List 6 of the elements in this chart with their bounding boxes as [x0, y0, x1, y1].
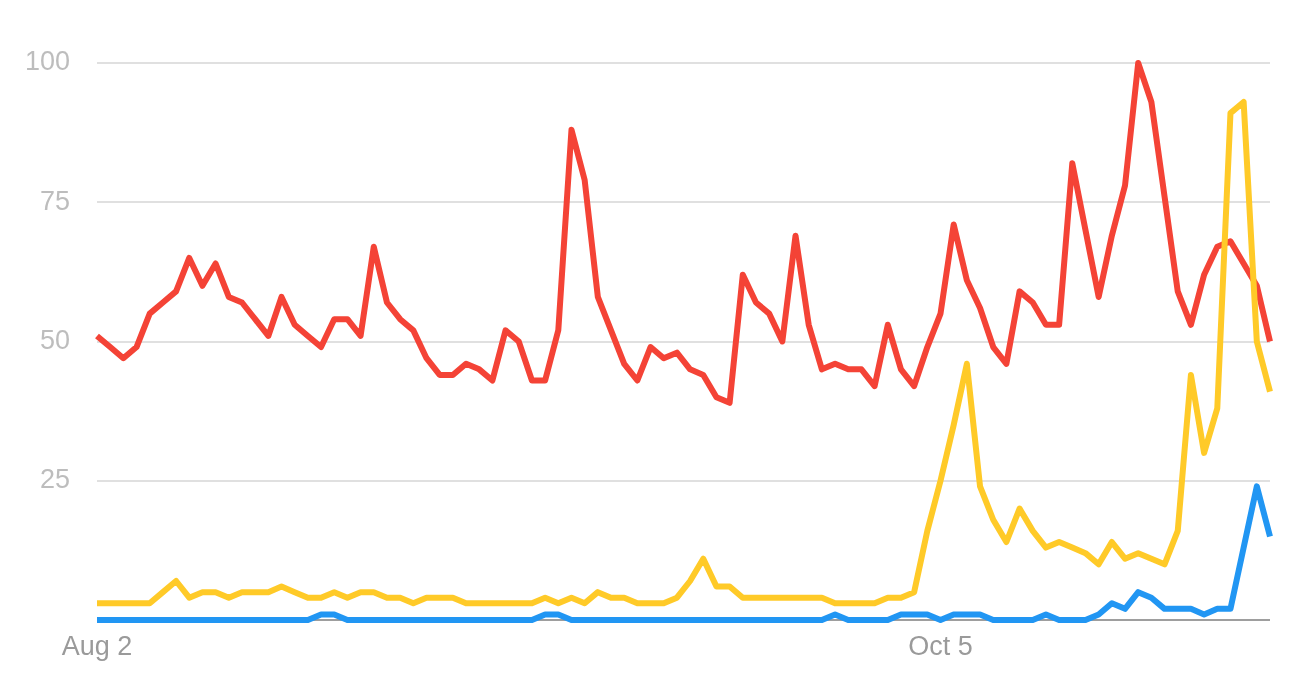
y-tick-label: 50	[39, 324, 70, 355]
x-tick-label: Aug 2	[61, 630, 133, 661]
y-tick-label: 25	[39, 464, 70, 495]
y-tick-label: 100	[24, 46, 70, 77]
y-tick-label: 75	[39, 185, 70, 216]
x-tick-label: Oct 5	[908, 630, 973, 661]
